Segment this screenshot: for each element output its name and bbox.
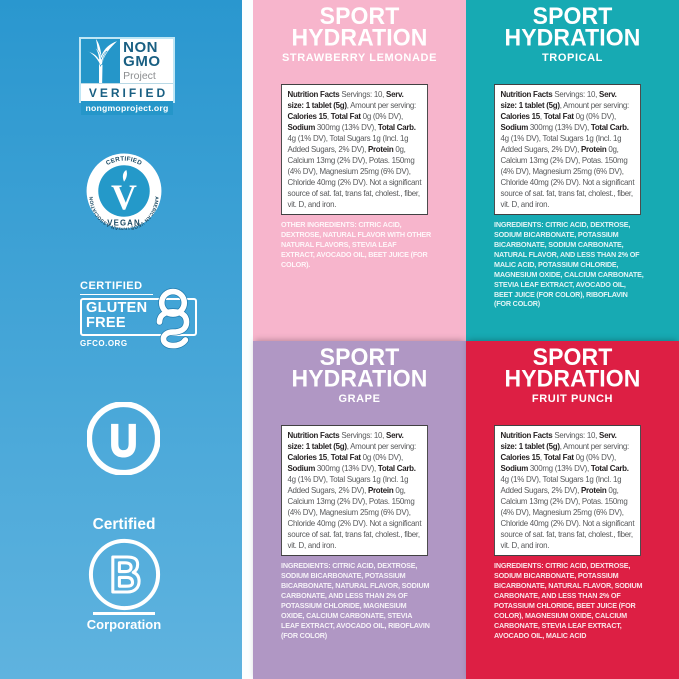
svg-text:VEGAN: VEGAN	[107, 218, 141, 227]
svg-text:V: V	[111, 177, 137, 217]
